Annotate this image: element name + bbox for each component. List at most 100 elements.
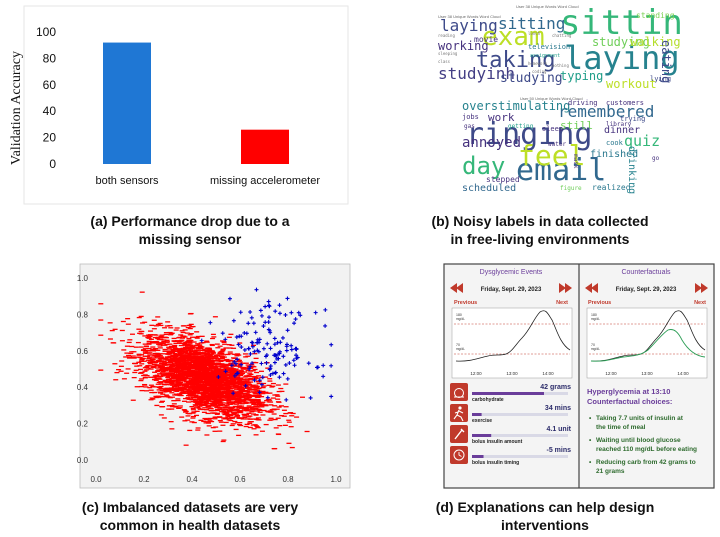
scatter-point [244,331,249,336]
scatter-point [272,342,277,347]
scatter-point [234,335,239,340]
scatter-point [255,340,260,345]
word-cloud-word: customers [606,99,644,107]
item-bar-track [472,413,568,416]
dysglycemic-events-panel: Dysglycemic Events Friday, Sept. 29, 202… [450,269,573,466]
word-cloud-word: sitting [498,14,566,33]
scatter-point [220,331,225,336]
word-cloud-word: still [560,119,594,132]
scatter-point [267,304,272,309]
x-category-label: missing accelerometer [210,175,320,187]
y-tick-label: 40 [43,104,57,118]
left-prev-arrow-icon[interactable] [450,283,463,293]
scatter-point [289,347,294,352]
scatter-point [291,358,296,363]
right-title: Counterfactuals [621,269,671,276]
word-cloud-word: typing [560,69,604,83]
word-cloud-word: scheduled [462,183,517,194]
bullet-dot: • [589,415,592,422]
left-x-tick-2: 13:00 [506,371,518,376]
left-prev-label[interactable]: Previous [454,300,477,306]
scatter-point [268,366,273,371]
scatter-point [223,337,228,342]
right-date: Friday, Sept. 29, 2023 [616,287,677,293]
scatter-point [264,353,269,358]
scatter-point [258,308,263,313]
scatter-point [257,390,262,395]
scatter-point [292,363,297,368]
left-y-lo: 70 [456,343,460,347]
scatter-point [252,349,257,354]
item-value: 42 grams [540,384,571,391]
scatter-point [278,340,283,345]
word-cloud-word: figure [560,185,582,192]
left-next-label[interactable]: Next [556,300,568,306]
scatter-point [293,317,298,322]
scatter-point [287,361,292,366]
caption-a-line-2: missing sensor [138,231,242,247]
scatter-point [263,320,268,325]
scatter-point [295,355,300,360]
word-cloud-word: walking [630,35,681,49]
scatter-point [306,361,311,366]
right-y-lo: 70 [591,343,595,347]
left-title: Dysglycemic Events [480,269,543,276]
word-cloud-word: remembered [558,102,655,121]
left-y-unit-1: mg/dL [456,317,465,321]
word-cloud-2: User 50 Unique Words Word Cloud email rin… [456,96,670,196]
item-label: carbohydrate [472,397,504,403]
word-cloud-word: realized [592,183,631,192]
scatter-point [208,320,213,325]
word-cloud-word: studying [592,35,650,49]
scatter-point [267,315,272,320]
left-next-arrow-icon[interactable] [559,283,572,293]
scatter-point [231,318,236,323]
left-x-tick-1: 12:00 [470,371,482,376]
scatter-point [259,382,264,387]
item-label: bolus insulin amount [472,439,523,445]
scatter-point [329,394,334,399]
caption-c-line-2: common in health datasets [99,517,281,533]
scatter-point [250,340,255,345]
bullet-text: Reducing carb from 42 grams to [596,459,696,466]
scatter-point [232,373,237,378]
right-next-label[interactable]: Next [694,300,706,306]
right-prev-arrow-icon[interactable] [585,283,598,293]
scatter-point [329,363,334,368]
left-x-tick-3: 14:00 [542,371,554,376]
right-prev-label[interactable]: Previous [588,300,611,306]
scatter-point [281,371,286,376]
scatter-point [294,347,299,352]
panel-a: Validation Accuracy 100 80 60 40 20 0 both se… [0,0,360,258]
word-cloud-word: cook [606,139,623,147]
scatter-point [239,362,244,367]
scatter-point [235,357,240,362]
bar [241,129,289,164]
scatter-point [248,310,253,315]
explanations-ui: Dysglycemic Events Friday, Sept. 29, 202… [443,263,715,489]
word-cloud-word: television [528,43,571,51]
scatter-point [277,311,282,316]
bullet-text: reached 110 mg/dL before eating [596,446,697,453]
item-label: bolus insulin timing [472,460,519,466]
word-cloud-word: getting [508,123,534,130]
scatter-point [253,330,258,335]
item-value: -5 mins [546,447,571,454]
right-next-arrow-icon[interactable] [695,283,708,293]
word-cloud-word: movie [474,35,499,44]
right-x-tick-3: 14:00 [677,371,689,376]
x-tick-label: 1.0 [330,475,342,484]
scatter-point [281,354,286,359]
word-cloud-word: sleeping [438,51,458,56]
scatter-point [231,391,236,396]
item-bar-fill [472,455,484,458]
word-cloud-word: class [438,59,451,64]
right-x-tick-2: 13:00 [641,371,653,376]
scatter-point [235,371,240,376]
scatter-point [248,351,253,356]
scatter-point [251,321,256,326]
y-tick-label: 0.8 [77,310,89,319]
word-cloud-word: standing [636,11,675,20]
y-tick-label: 80 [43,51,57,65]
y-tick-label: 0.0 [77,456,89,465]
